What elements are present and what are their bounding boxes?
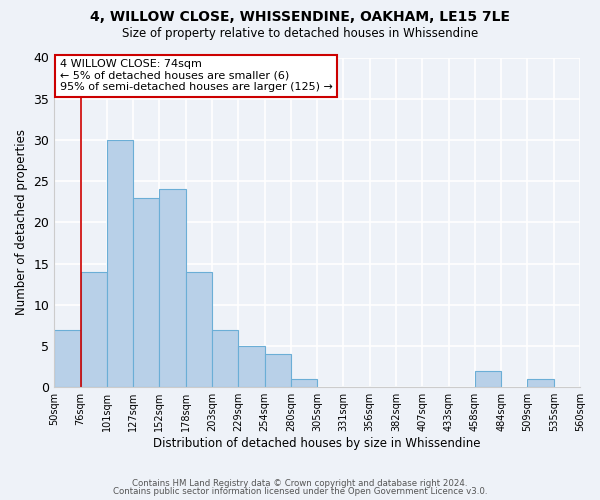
Bar	[107, 140, 133, 387]
Bar	[54, 330, 80, 387]
Text: 4 WILLOW CLOSE: 74sqm
← 5% of detached houses are smaller (6)
95% of semi-detach: 4 WILLOW CLOSE: 74sqm ← 5% of detached h…	[59, 59, 332, 92]
Bar	[238, 346, 265, 387]
Bar	[212, 330, 238, 387]
Bar	[186, 272, 212, 387]
Bar	[527, 379, 554, 387]
Bar	[291, 379, 317, 387]
Bar	[80, 272, 107, 387]
Bar	[160, 190, 186, 387]
Bar	[265, 354, 291, 387]
X-axis label: Distribution of detached houses by size in Whissendine: Distribution of detached houses by size …	[154, 437, 481, 450]
Bar	[133, 198, 160, 387]
Text: Contains public sector information licensed under the Open Government Licence v3: Contains public sector information licen…	[113, 487, 487, 496]
Bar	[475, 370, 501, 387]
Text: 4, WILLOW CLOSE, WHISSENDINE, OAKHAM, LE15 7LE: 4, WILLOW CLOSE, WHISSENDINE, OAKHAM, LE…	[90, 10, 510, 24]
Text: Contains HM Land Registry data © Crown copyright and database right 2024.: Contains HM Land Registry data © Crown c…	[132, 478, 468, 488]
Y-axis label: Number of detached properties: Number of detached properties	[15, 130, 28, 316]
Text: Size of property relative to detached houses in Whissendine: Size of property relative to detached ho…	[122, 28, 478, 40]
